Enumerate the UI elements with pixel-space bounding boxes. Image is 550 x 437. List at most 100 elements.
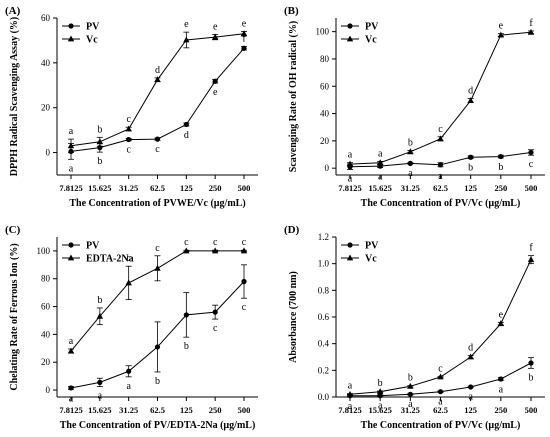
significance-letter: d <box>155 65 160 76</box>
significance-letter: e <box>213 87 218 98</box>
significance-letter: a <box>348 150 353 161</box>
significance-letter: a <box>69 336 74 347</box>
data-point <box>498 376 504 382</box>
data-point <box>96 138 104 145</box>
legend-marker <box>346 35 354 42</box>
data-point <box>468 384 474 390</box>
y-tick-label: 1.0 <box>318 259 330 269</box>
data-point <box>437 162 444 168</box>
significance-letter: c <box>213 237 218 248</box>
data-point <box>241 278 247 285</box>
y-tick-label: 40 <box>320 109 330 119</box>
significance-letter: c <box>155 144 160 155</box>
y-tick-label: 0.6 <box>318 312 330 322</box>
y-axis-title: Absorbance (700 nm) <box>288 271 299 363</box>
x-tick-label: 250 <box>494 405 507 415</box>
legend-label: Vc <box>86 35 98 46</box>
data-point <box>68 385 74 391</box>
legend-label: PV <box>86 241 100 252</box>
x-axis-title: The Concentration of PV/Vc (µg/mL) <box>361 198 521 209</box>
significance-letter: a <box>438 171 443 182</box>
significance-letter: e <box>242 18 247 29</box>
significance-letter: c <box>438 124 443 135</box>
data-point <box>527 256 535 263</box>
data-point <box>183 247 190 254</box>
significance-letter: b <box>498 162 503 173</box>
data-point <box>407 160 413 166</box>
significance-letter: a <box>499 384 504 395</box>
chart-panel-2: (B) 0 20 40 60 80 100 7.8125 15.625 31.25 62.5 125 2… <box>284 5 545 209</box>
significance-letter: c <box>242 302 247 313</box>
significance-letter: a <box>348 401 353 412</box>
y-axis-title: DPPH Radical Scavenging Assay (%) <box>9 17 20 176</box>
significance-letter: a <box>438 396 443 407</box>
x-tick-label: 500 <box>238 405 251 415</box>
x-tick-label: 31.25 <box>119 405 138 415</box>
significance-letter: c <box>126 114 131 125</box>
chart-panel-1: (A) 0 20 40 60 7.8125 15.625 31.25 62.5 125 250 500… <box>5 5 258 209</box>
x-tick-label: 62.5 <box>150 183 165 193</box>
y-tick-label: 80 <box>320 54 330 64</box>
significance-letter: e <box>213 21 218 32</box>
significance-letter: a <box>378 148 383 159</box>
legend-marker <box>67 254 75 261</box>
x-tick-label: 125 <box>180 183 193 193</box>
data-point <box>125 125 132 132</box>
significance-letter: a <box>69 393 74 404</box>
significance-letter: a <box>348 174 353 185</box>
data-point <box>212 309 218 315</box>
legend-marker <box>346 254 354 261</box>
significance-letter: c <box>213 323 218 334</box>
x-tick-label: 31.25 <box>119 183 138 193</box>
y-tick-label: 60 <box>320 81 330 91</box>
chart-panel-3: (C) 0 20 40 60 80 100 7.8125 15.625 31.25 62.5 125 2… <box>5 224 258 431</box>
significance-letter: b <box>529 372 534 383</box>
data-point <box>96 312 104 319</box>
legend-label: PV <box>365 22 379 33</box>
significance-letter: b <box>468 163 473 174</box>
significance-letter: c <box>184 237 189 248</box>
x-tick-label: 15.625 <box>88 405 111 415</box>
data-point <box>346 390 354 397</box>
data-point <box>437 135 444 142</box>
panel-label: (D) <box>284 224 300 236</box>
data-point <box>211 33 219 40</box>
x-tick-label: 500 <box>525 405 538 415</box>
significance-letter: c <box>155 243 160 254</box>
significance-letter: a <box>408 168 413 179</box>
data-point <box>528 149 534 156</box>
series-PV: a a a b b c c PV <box>62 241 247 404</box>
significance-letter: b <box>378 378 383 389</box>
x-tick-label: 15.625 <box>88 183 111 193</box>
x-tick-label: 7.8125 <box>59 405 82 415</box>
significance-letter: c <box>126 253 131 264</box>
data-point <box>126 368 132 374</box>
legend-marker <box>67 35 75 42</box>
legend-marker <box>68 23 74 29</box>
x-tick-label: 250 <box>209 183 222 193</box>
significance-letter: c <box>242 237 247 248</box>
x-tick-label: 7.8125 <box>59 183 82 193</box>
x-tick-label: 500 <box>525 183 538 193</box>
significance-letter: b <box>97 124 102 135</box>
data-point <box>67 347 75 354</box>
data-point <box>377 393 383 399</box>
data-point <box>154 136 161 142</box>
x-tick-label: 31.25 <box>401 405 420 415</box>
y-tick-label: 20 <box>320 136 330 146</box>
x-tick-label: 250 <box>209 405 222 415</box>
significance-letter: a <box>126 381 131 392</box>
significance-letter: a <box>468 392 473 403</box>
legend-marker <box>347 23 353 29</box>
legend-marker <box>347 242 353 248</box>
data-point <box>125 279 132 286</box>
legend-marker <box>68 242 74 248</box>
data-point <box>97 379 103 385</box>
y-tick-label: 0.4 <box>318 339 330 349</box>
panel-label: (C) <box>5 224 21 236</box>
y-tick-label: 40 <box>41 329 51 339</box>
data-point <box>154 344 161 350</box>
series-Vc: a b b c d e f Vc <box>341 243 535 397</box>
legend-label: PV <box>86 22 100 33</box>
